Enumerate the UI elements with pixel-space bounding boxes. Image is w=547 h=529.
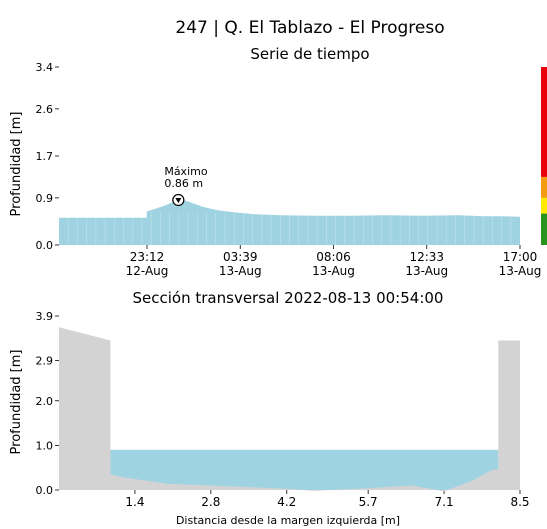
y-tick-label: 1.7 bbox=[36, 150, 54, 163]
x-tick-date: 13-Aug bbox=[219, 264, 262, 278]
x-tick-label: 2.8 bbox=[201, 495, 220, 509]
max-annotation-value: 0.86 m bbox=[164, 177, 203, 190]
water-area bbox=[110, 449, 499, 490]
cross-section-x-label: Distancia desde la margen izquierda [m] bbox=[176, 514, 400, 527]
time-series-chart: Serie de tiempo Profundidad [m] 0.0 0.9 1.… bbox=[9, 45, 547, 278]
time-series-area bbox=[59, 200, 520, 245]
cross-section-x-ticks: 1.4 2.8 4.2 5.7 7.1 8.5 bbox=[125, 490, 530, 509]
cross-section-title: Sección transversal 2022-08-13 00:54:00 bbox=[133, 289, 444, 307]
y-tick-label: 2.0 bbox=[36, 395, 54, 408]
time-series-x-ticks: 23:1212-Aug03:3913-Aug08:0613-Aug12:3313… bbox=[126, 245, 542, 278]
x-tick-date: 13-Aug bbox=[405, 264, 448, 278]
x-tick-time: 08:06 bbox=[316, 250, 351, 264]
cross-section-plot bbox=[59, 327, 520, 492]
x-tick-date: 13-Aug bbox=[312, 264, 355, 278]
alert-level-bar bbox=[541, 67, 547, 245]
time-series-y-ticks: 0.0 0.9 1.7 2.6 3.4 bbox=[36, 61, 59, 252]
x-tick-time: 23:12 bbox=[130, 250, 165, 264]
y-tick-label: 2.9 bbox=[36, 355, 54, 368]
max-annotation-label: Máximo bbox=[164, 165, 208, 178]
cross-section-chart: Sección transversal 2022-08-13 00:54:00 … bbox=[9, 289, 530, 527]
x-tick-time: 03:39 bbox=[223, 250, 258, 264]
cross-section-y-label: Profundidad [m] bbox=[9, 350, 24, 455]
y-tick-label: 0.9 bbox=[36, 192, 54, 205]
y-tick-label: 1.0 bbox=[36, 439, 54, 452]
x-tick-label: 5.7 bbox=[359, 495, 378, 509]
time-series-area-group bbox=[59, 200, 520, 245]
y-tick-label: 0.0 bbox=[36, 239, 54, 252]
y-tick-label: 2.6 bbox=[36, 103, 54, 116]
x-tick-time: 17:00 bbox=[503, 250, 538, 264]
alert-level-segment bbox=[541, 67, 547, 177]
x-tick-label: 1.4 bbox=[125, 495, 144, 509]
y-tick-label: 3.9 bbox=[36, 310, 54, 323]
x-tick-date: 13-Aug bbox=[499, 264, 542, 278]
alert-level-segment bbox=[541, 197, 547, 214]
figure-title: 247 | Q. El Tablazo - El Progreso bbox=[175, 18, 444, 38]
max-annotation: Máximo 0.86 m bbox=[164, 165, 208, 207]
x-tick-label: 7.1 bbox=[435, 495, 454, 509]
alert-level-segment bbox=[541, 176, 547, 198]
time-series-y-label: Profundidad [m] bbox=[9, 112, 24, 217]
time-series-title: Serie de tiempo bbox=[250, 45, 369, 63]
y-tick-label: 0.0 bbox=[36, 484, 54, 497]
x-tick-date: 12-Aug bbox=[126, 264, 169, 278]
riverbank-ground bbox=[59, 327, 520, 492]
x-tick-time: 12:33 bbox=[409, 250, 444, 264]
x-tick-label: 4.2 bbox=[277, 495, 296, 509]
x-tick-label: 8.5 bbox=[510, 495, 529, 509]
y-tick-label: 3.4 bbox=[36, 61, 54, 74]
max-marker-triangle bbox=[175, 197, 182, 203]
alert-level-segment bbox=[541, 213, 547, 245]
cross-section-y-ticks: 0.0 1.0 2.0 2.9 3.9 bbox=[36, 310, 59, 497]
